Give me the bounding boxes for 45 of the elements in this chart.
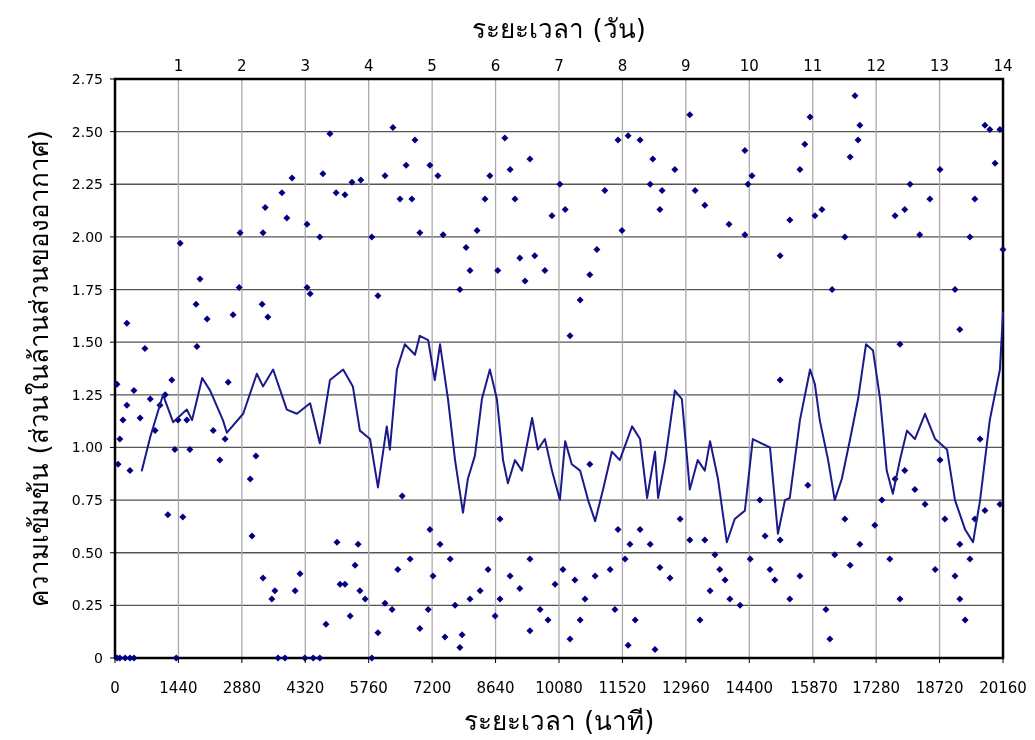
x2-tick-label: 7 <box>554 57 564 75</box>
x-tick-label: 5760 <box>349 679 388 697</box>
y-tick-label: 2.25 <box>71 176 103 193</box>
y-tick-label: 2.50 <box>71 123 103 140</box>
x2-tick-label: 13 <box>930 57 950 75</box>
x2-tick-label: 5 <box>427 57 437 75</box>
x-axis-title: ระยะเวลา (นาที) <box>463 706 655 736</box>
x2-tick-label: 10 <box>739 57 759 75</box>
y-tick-label: 1.75 <box>71 281 103 298</box>
x2-axis-title: ระยะเวลา (วัน) <box>472 14 646 44</box>
x-tick-label: 10080 <box>535 679 583 697</box>
y-tick-label: 0.50 <box>71 544 103 561</box>
x-tick-label: 7200 <box>413 679 452 697</box>
x2-tick-label: 4 <box>363 57 374 75</box>
x-tick-label: 20160 <box>979 679 1027 697</box>
y-tick-label: 0.75 <box>71 492 103 509</box>
x-tick-label: 14400 <box>725 679 774 697</box>
y-tick-label: 1.50 <box>71 334 103 351</box>
x-tick-label: 2880 <box>222 679 261 697</box>
x2-tick-label: 9 <box>681 57 691 75</box>
x-tick-label: 4320 <box>286 679 325 697</box>
x2-tick-label: 6 <box>490 57 501 75</box>
x-tick-label: 11520 <box>598 679 647 697</box>
x-tick-label: 17280 <box>852 679 900 697</box>
x-tick-label: 15870 <box>790 679 838 697</box>
x2-tick-label: 11 <box>803 57 823 75</box>
x-tick-label: 8640 <box>476 679 515 697</box>
y-tick-label: 0 <box>94 650 103 666</box>
x2-tick-label: 1 <box>173 57 184 75</box>
x-tick-label: 18720 <box>915 679 964 697</box>
x2-tick-label: 12 <box>866 57 886 75</box>
y-tick-label: 2.00 <box>71 228 103 245</box>
x-tick-label: 12960 <box>662 679 710 697</box>
y-axis-title: ความเข้มข้น (ส่วนในล้านส่วนของอากาศ) <box>24 130 54 607</box>
x2-tick-label: 3 <box>300 57 311 75</box>
x-tick-label: 0 <box>110 679 120 697</box>
x2-tick-label: 2 <box>237 57 247 75</box>
x2-tick-label: 8 <box>617 57 628 75</box>
line-series <box>140 311 1004 544</box>
x-tick-label: 1440 <box>159 679 198 697</box>
y-tick-label: 1.25 <box>71 386 103 403</box>
y-tick-label: 0.25 <box>71 597 103 614</box>
x2-tick-label: 14 <box>993 57 1013 75</box>
y-tick-label: 2.75 <box>71 71 103 87</box>
y-tick-label: 1.00 <box>71 439 103 456</box>
